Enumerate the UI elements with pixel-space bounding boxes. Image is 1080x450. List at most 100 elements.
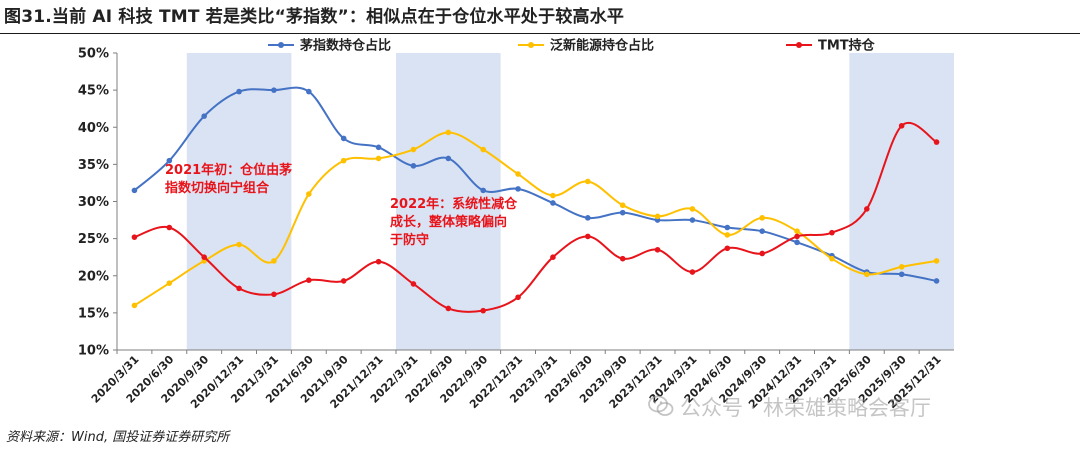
series-line-0 <box>133 86 937 282</box>
data-point <box>585 178 591 185</box>
legend-swatch-marker <box>796 42 802 48</box>
annotation-line: 指数切换向宁组合 <box>165 180 270 196</box>
data-point <box>864 206 870 212</box>
data-point <box>166 224 173 231</box>
y-tick-label: 10% <box>78 344 109 359</box>
data-point <box>550 254 556 260</box>
data-point <box>445 129 452 136</box>
legend-label: 茅指数持仓占比 <box>300 38 391 54</box>
data-point <box>340 278 347 284</box>
data-point <box>550 192 556 199</box>
data-point <box>480 146 486 153</box>
axes <box>113 52 954 354</box>
y-tick-label: 15% <box>78 306 109 321</box>
data-point <box>201 254 207 260</box>
data-point <box>515 186 521 192</box>
data-point <box>619 255 626 262</box>
wechat-icon <box>648 395 674 416</box>
watermark-text: 公众号 · 林荣雄策略会客厅 <box>680 396 932 420</box>
data-point <box>340 157 347 164</box>
data-point <box>759 228 765 234</box>
annotation-line: 2021年初：仓位由茅 <box>165 162 292 178</box>
y-axis-tick-labels: 10% 15% 20% 25% 30% 35% 40% 45% 50% <box>78 47 109 359</box>
data-point <box>166 157 173 164</box>
data-point <box>515 171 521 177</box>
shaded-regions <box>186 53 954 350</box>
y-tick-label: 25% <box>78 232 109 247</box>
data-point <box>201 113 207 119</box>
data-point <box>306 88 312 95</box>
annotation-line: 2022年：系统性减仓 <box>390 196 518 212</box>
data-point <box>864 271 870 278</box>
shaded-region-0 <box>186 53 292 350</box>
data-point <box>550 200 556 206</box>
legend: 茅指数持仓占比 泛新能源持仓占比 TMT持仓 <box>268 38 876 54</box>
legend-swatch-marker <box>278 42 284 48</box>
y-tick-label: 45% <box>78 84 109 99</box>
data-point <box>236 241 242 248</box>
data-point <box>933 139 940 145</box>
data-point <box>794 233 800 240</box>
data-point <box>724 224 731 231</box>
data-point <box>619 209 626 216</box>
data-point <box>131 187 138 194</box>
data-point <box>306 277 312 284</box>
y-tick-label: 20% <box>78 269 109 284</box>
data-point <box>585 233 591 240</box>
data-point <box>898 264 905 270</box>
data-point <box>480 307 486 314</box>
data-point <box>271 291 277 298</box>
data-point <box>480 187 486 194</box>
data-point <box>410 163 417 169</box>
data-point <box>375 258 382 265</box>
legend-swatch-marker <box>528 42 534 48</box>
data-point <box>236 285 242 292</box>
data-point <box>515 294 521 301</box>
data-point <box>759 215 765 221</box>
y-tick-label: 30% <box>78 195 109 210</box>
data-point <box>689 206 696 212</box>
data-point <box>306 191 312 197</box>
data-point <box>410 146 417 153</box>
data-point <box>794 239 800 246</box>
data-point <box>410 281 417 287</box>
y-tick-label: 40% <box>78 121 109 136</box>
data-point <box>689 269 696 275</box>
series-lines <box>131 86 940 314</box>
data-point <box>445 305 452 312</box>
data-point <box>445 155 452 162</box>
data-point <box>933 258 940 264</box>
data-point <box>654 246 661 253</box>
data-point <box>794 228 800 234</box>
data-point <box>166 280 173 286</box>
legend-label: TMT持仓 <box>818 38 876 54</box>
data-point <box>898 122 905 129</box>
data-point <box>236 88 242 95</box>
title-divider <box>0 33 1080 34</box>
annotation-line: 成长，整体策略偏向 <box>390 214 507 230</box>
data-point <box>585 215 591 221</box>
y-tick-label: 35% <box>78 158 109 173</box>
data-point <box>340 135 347 142</box>
source-note: 资料来源：Wind, 国投证券证券研究所 <box>6 430 230 445</box>
data-point <box>933 278 940 284</box>
data-point <box>271 87 277 93</box>
data-point <box>654 213 661 220</box>
data-point <box>829 229 835 236</box>
data-point <box>375 155 382 162</box>
y-tick-label: 50% <box>78 47 109 62</box>
data-point <box>375 144 382 151</box>
data-point <box>829 255 835 262</box>
data-point <box>131 302 138 309</box>
data-point <box>724 232 731 238</box>
figure-title: 图31.当前 AI 科技 TMT 若是类比“茅指数”：相似点在于仓位水平处于较高… <box>4 7 625 27</box>
shaded-region-2 <box>849 53 954 350</box>
data-point <box>689 217 696 223</box>
shaded-region-1 <box>396 53 501 350</box>
data-point <box>759 250 765 257</box>
data-point <box>131 234 138 240</box>
legend-label: 泛新能源持仓占比 <box>550 38 654 54</box>
data-point <box>724 245 731 252</box>
